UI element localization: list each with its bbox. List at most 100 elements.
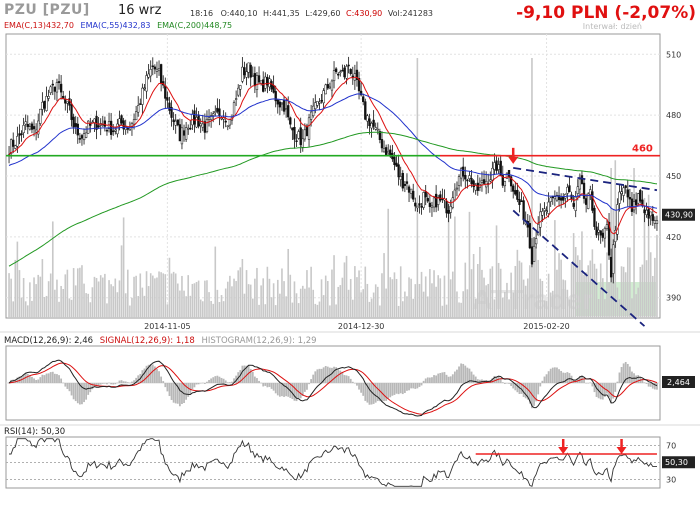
volume-bar — [491, 266, 494, 318]
histogram-bar — [447, 376, 450, 383]
histogram-bar — [156, 368, 158, 383]
histogram-bar — [297, 383, 300, 399]
histogram-bar — [256, 378, 258, 383]
volume-bar — [495, 225, 498, 318]
volume-bar — [541, 280, 544, 318]
histogram-bar — [622, 363, 625, 383]
ema13-legend[interactable]: EMA(C,13)432,70 — [4, 21, 74, 30]
ticker-label[interactable]: PZU [PZU] — [4, 2, 90, 18]
volume-bar — [18, 270, 21, 318]
histogram-bar — [76, 383, 79, 404]
candle-body — [66, 101, 69, 104]
histogram-bar — [526, 383, 529, 400]
histogram-bar — [285, 383, 288, 397]
down-arrow-icon — [508, 156, 519, 164]
volume-bar — [68, 298, 71, 318]
ema55-legend[interactable]: EMA(C,55)432,83 — [81, 21, 151, 30]
candle-body — [155, 68, 159, 72]
volume-bar — [193, 283, 196, 318]
histogram-bar — [193, 383, 196, 388]
volume-bar — [58, 301, 60, 318]
histogram-bar — [541, 380, 544, 383]
histogram-bar — [331, 367, 333, 383]
candle-body — [139, 103, 142, 105]
volume-bar — [322, 295, 325, 318]
volume-bar — [141, 287, 144, 318]
candle-body — [274, 91, 277, 102]
volume-bar — [251, 298, 254, 318]
volume-bar — [570, 263, 573, 318]
histogram-bar — [135, 377, 138, 383]
histogram-bar — [445, 374, 448, 383]
volume-bar — [485, 285, 487, 318]
ema55-legend-name: EMA(C,55) — [80, 21, 123, 30]
histogram-bar — [162, 381, 165, 383]
volume-bar — [339, 285, 342, 318]
volume-bar — [358, 270, 360, 318]
histogram-bar — [145, 365, 148, 383]
volume-bar — [387, 208, 390, 318]
histogram-bar — [383, 383, 385, 402]
histogram-bar — [462, 363, 465, 383]
volume-bar — [364, 266, 367, 318]
candle-body — [264, 76, 267, 89]
volume-bar — [437, 275, 440, 318]
volume-bar — [14, 259, 17, 318]
histogram-bar — [366, 383, 369, 403]
volume-bar — [120, 245, 123, 318]
candle-body — [237, 87, 240, 96]
histogram-bar — [368, 383, 371, 405]
histogram-bar — [43, 375, 46, 383]
histogram-bar — [81, 383, 83, 405]
volume-bar — [499, 268, 502, 318]
histogram-bar — [422, 380, 425, 383]
current-price-box — [662, 208, 695, 221]
volume-bar — [95, 277, 98, 318]
candle-body — [326, 84, 329, 89]
histogram-bar — [158, 371, 160, 383]
volume-bar — [47, 281, 50, 318]
candle-body — [328, 86, 332, 89]
candle-body — [316, 100, 319, 106]
histogram-bar — [349, 378, 352, 383]
rsi-legend[interactable]: RSI(14): 50,30 — [4, 427, 66, 437]
candle-body — [432, 197, 436, 208]
close-label: C: — [345, 9, 355, 18]
volume-value: 241283 — [402, 9, 434, 18]
candle-body — [341, 69, 344, 72]
candle-body — [597, 229, 600, 233]
ema200-legend[interactable]: EMA(C,200)448,75 — [157, 21, 232, 30]
histogram-bar — [628, 366, 631, 383]
histogram-bar — [143, 368, 146, 383]
signal-legend-item[interactable]: SIGNAL(12,26,9): 1,18 — [99, 336, 195, 346]
histogram-bar — [558, 369, 560, 383]
candle-body — [324, 84, 327, 95]
histogram-bar — [508, 383, 510, 384]
histogram-bar — [166, 383, 169, 392]
histogram-bar — [451, 374, 454, 383]
histogram-bar — [291, 383, 294, 400]
ema200-line — [8, 131, 658, 267]
macd-legend-item[interactable]: MACD(12,26,9): 2,46 — [4, 336, 94, 346]
histogram-bar — [183, 383, 185, 404]
volume-bar — [404, 291, 406, 318]
histogram-bar — [206, 381, 208, 383]
volume-bar — [337, 286, 340, 318]
ema200-legend-name: EMA(C,200) — [157, 21, 205, 30]
histogram-bar — [426, 377, 429, 383]
candle-body — [339, 71, 342, 74]
histogram-bar — [124, 381, 127, 383]
histogram-bar — [108, 382, 110, 384]
volume-bar — [395, 278, 398, 318]
volume-bar — [137, 296, 140, 318]
histogram-legend-item[interactable]: HISTOGRAM(12,26,9): 1,29 — [201, 336, 317, 346]
volume-bar — [301, 285, 304, 318]
volume-bar — [556, 269, 558, 318]
candle-body — [503, 181, 507, 187]
volume-bar — [618, 299, 621, 318]
histogram-bar — [266, 383, 269, 388]
volume-bar — [454, 216, 456, 318]
candle-body — [618, 191, 621, 204]
histogram-bar — [120, 380, 123, 383]
